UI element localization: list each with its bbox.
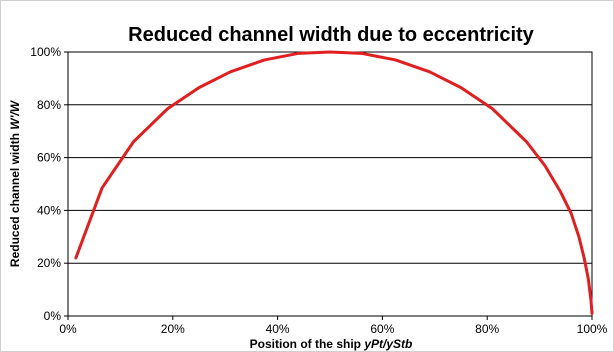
series-line bbox=[74, 50, 594, 315]
chart-title: Reduced channel width due to eccentricit… bbox=[128, 24, 535, 46]
x-tick-label: 80% bbox=[475, 322, 499, 336]
y-axis-ticks: 0% 20% 40% 60% 80% 100% bbox=[30, 45, 68, 323]
x-tick-label: 100% bbox=[577, 322, 608, 336]
y-axis-label: Reduced channel width W'/W bbox=[8, 99, 22, 267]
y-tick-label: 0% bbox=[44, 309, 62, 323]
x-axis-label: Position of the ship yPt/yStb bbox=[250, 337, 413, 351]
x-tick-label: 60% bbox=[370, 322, 394, 336]
y-tick-label: 80% bbox=[37, 98, 61, 112]
y-tick-label: 40% bbox=[37, 203, 61, 217]
x-axis-ticks: 0% 20% 40% 60% 80% 100% bbox=[59, 316, 608, 336]
y-tick-label: 60% bbox=[37, 151, 61, 165]
x-tick-label: 0% bbox=[59, 322, 77, 336]
y-tick-label: 20% bbox=[37, 256, 61, 270]
y-tick-label: 100% bbox=[30, 45, 61, 59]
series-layer bbox=[74, 50, 594, 315]
x-tick-label: 20% bbox=[161, 322, 185, 336]
grid-lines bbox=[67, 51, 593, 317]
x-tick-label: 40% bbox=[266, 322, 290, 336]
plot-area-frame bbox=[67, 51, 593, 317]
